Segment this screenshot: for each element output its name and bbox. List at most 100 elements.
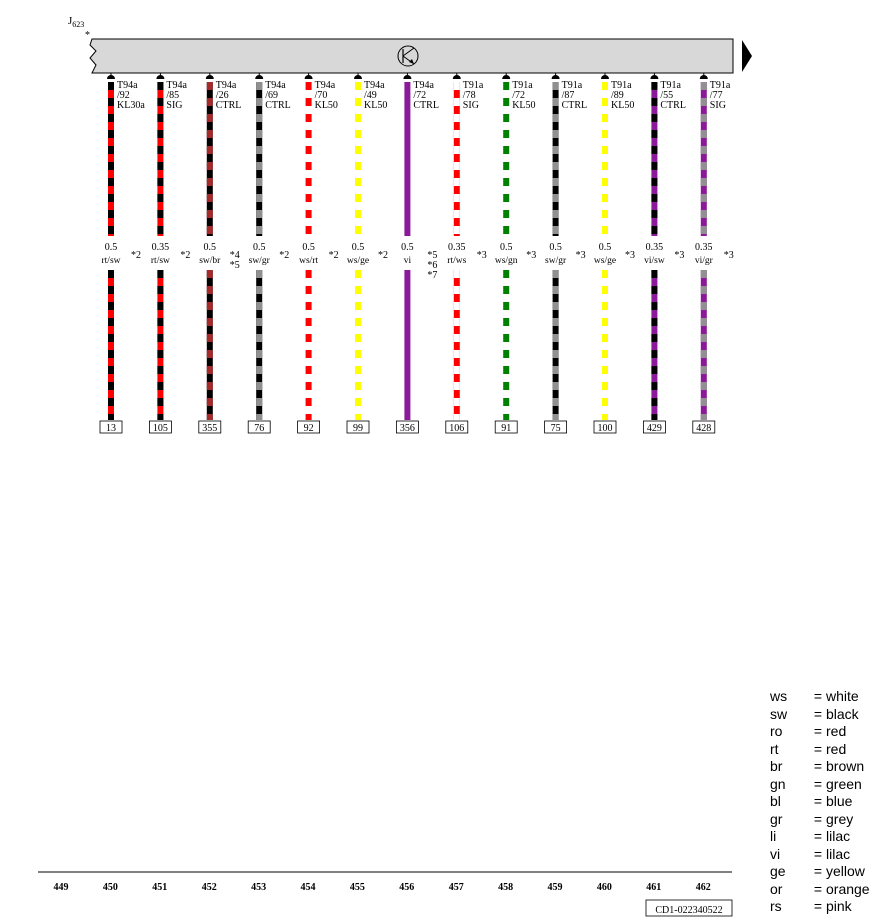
wire-number-box bbox=[692, 420, 716, 434]
legend-abbr: ge bbox=[770, 863, 786, 879]
connector-id: T91a bbox=[611, 80, 632, 91]
wire-lower-segment bbox=[651, 270, 658, 420]
legend-color-name: grey bbox=[826, 810, 854, 827]
legend-row: sw = black bbox=[770, 706, 881, 724]
component-label: J623 bbox=[68, 15, 84, 29]
wire-10: T91a/87 CTRL 0.5 sw/gr *3 75 bbox=[544, 73, 588, 434]
connector-label: T94a/26 CTRL bbox=[216, 80, 242, 111]
wire-function: KL50 bbox=[512, 100, 535, 111]
wire-number-box bbox=[148, 420, 172, 434]
pin-terminal-icon bbox=[156, 75, 165, 79]
legend-equals: = bbox=[813, 793, 823, 809]
wire-color-code: rt/sw bbox=[102, 256, 121, 266]
connector-pin: /72 bbox=[512, 90, 525, 101]
wire-upper-segment bbox=[453, 82, 460, 236]
grid-number: 457 bbox=[449, 882, 464, 893]
wire-upper-segment bbox=[503, 82, 510, 236]
connector-pin: /92 bbox=[117, 90, 130, 101]
wire-number: 429 bbox=[647, 423, 662, 434]
legend-row: ws = white bbox=[770, 688, 881, 706]
legend-color-name: yellow bbox=[826, 863, 865, 879]
wire-footnote: *4 bbox=[230, 250, 240, 261]
legend-abbr: rs bbox=[770, 898, 782, 914]
legend-abbr: ro bbox=[770, 723, 783, 739]
wire-size: 0.5 bbox=[105, 242, 118, 253]
wire-upper-segment bbox=[157, 82, 164, 236]
wire-lower-segment bbox=[602, 270, 608, 420]
legend-color-name: lilac bbox=[826, 828, 851, 844]
wire-function: SIG bbox=[463, 100, 479, 111]
wire-number: 13 bbox=[106, 423, 116, 434]
legend-row: bl = blue bbox=[770, 793, 881, 811]
legend-equals: = bbox=[813, 898, 823, 914]
connector-label: T91a/87 CTRL bbox=[562, 80, 588, 111]
connector-label: T91a/78 SIG bbox=[463, 80, 484, 111]
wire-size: 0.5 bbox=[401, 242, 414, 253]
grid-number: 450 bbox=[103, 882, 118, 893]
wire-color-code: rt/ws bbox=[447, 256, 466, 266]
wire-13: T91a/77 SIG 0.35 vi/gr *3 428 bbox=[692, 73, 734, 434]
wire-number-box bbox=[593, 420, 617, 434]
legend-color-name: red bbox=[826, 740, 847, 757]
wire-color-code: sw/gr bbox=[545, 256, 567, 266]
wire-size: 0.5 bbox=[500, 242, 513, 253]
wire-color-code: vi/sw bbox=[644, 256, 665, 266]
wire-function: SIG bbox=[710, 100, 726, 111]
legend-color-name: red bbox=[826, 723, 847, 739]
legend-color-name: brown bbox=[826, 758, 865, 774]
wire-lower-segment bbox=[256, 270, 263, 420]
legend-equals: = bbox=[813, 688, 823, 704]
legend-row: br = brown bbox=[770, 758, 881, 776]
wire-1: T94a/92 KL30a 0.5 rt/sw *2 13 bbox=[99, 73, 145, 434]
legend-abbr: ws bbox=[770, 688, 788, 704]
wire-footnote: *6 bbox=[427, 260, 437, 271]
connector-pin: /89 bbox=[611, 90, 624, 101]
connector-label: T94a/70 KL50 bbox=[315, 80, 338, 111]
wire-color-code: sw/br bbox=[199, 256, 221, 266]
wire-upper-segment bbox=[651, 82, 658, 236]
connector-pin: /49 bbox=[364, 90, 377, 101]
wire-number-box bbox=[544, 420, 567, 434]
connector-label: T91a/89 KL50 bbox=[611, 80, 634, 111]
wire-3: T94a/26 CTRL 0.5 sw/br *4*5 355 bbox=[198, 73, 242, 434]
wire-footnote: *3 bbox=[526, 250, 536, 261]
connector-id: T94a bbox=[413, 80, 434, 91]
wire-color-code: ws/ge bbox=[347, 256, 369, 266]
wire-number-box bbox=[643, 420, 666, 434]
wire-size: 0.35 bbox=[448, 242, 466, 253]
wire-footnote: *2 bbox=[279, 250, 289, 261]
legend-color-name: black bbox=[826, 705, 859, 722]
grid-number: 458 bbox=[498, 882, 513, 893]
wire-4: T94a/69 CTRL 0.5 sw/gr *2 76 bbox=[247, 73, 291, 434]
pin-terminal-icon bbox=[699, 75, 708, 79]
wire-lower-segment bbox=[453, 270, 460, 420]
pin-terminal-icon bbox=[255, 74, 264, 79]
wire-number: 355 bbox=[202, 423, 217, 434]
pin-terminal-icon bbox=[502, 75, 511, 79]
wire-11: T91a/89 KL50 0.5 ws/ge *3 100 bbox=[593, 73, 635, 434]
wire-lower-segment bbox=[355, 270, 361, 420]
wire-size: 0.35 bbox=[646, 242, 664, 253]
connector-pin: /78 bbox=[463, 90, 476, 101]
legend-equals: = bbox=[813, 775, 823, 792]
pin-terminal-icon bbox=[107, 75, 115, 79]
wire-number-box bbox=[346, 420, 370, 434]
legend-abbr: vi bbox=[770, 845, 781, 862]
legend-equals: = bbox=[813, 740, 823, 757]
component-star: * bbox=[85, 30, 90, 41]
wire-function: KL50 bbox=[315, 100, 338, 111]
wire-footnote: *3 bbox=[674, 250, 684, 261]
wire-upper-segment bbox=[700, 82, 707, 236]
color-legend: ws = white sw = black ro = red rt = red br = brown gn = g… bbox=[770, 688, 881, 916]
wire-footnote: *2 bbox=[378, 250, 388, 261]
wire-number: 356 bbox=[400, 423, 415, 434]
connector-label: T94a/92 KL30a bbox=[117, 80, 145, 111]
wire-footnote: *5 bbox=[427, 250, 437, 261]
connector-id: T94a bbox=[364, 80, 385, 91]
connector-label: T94a/72 CTRL bbox=[413, 80, 439, 111]
legend-row: ro = red bbox=[770, 723, 881, 741]
wire-upper-segment bbox=[206, 82, 213, 236]
wire-lower-segment bbox=[700, 270, 707, 420]
wire-number-box bbox=[297, 420, 321, 434]
